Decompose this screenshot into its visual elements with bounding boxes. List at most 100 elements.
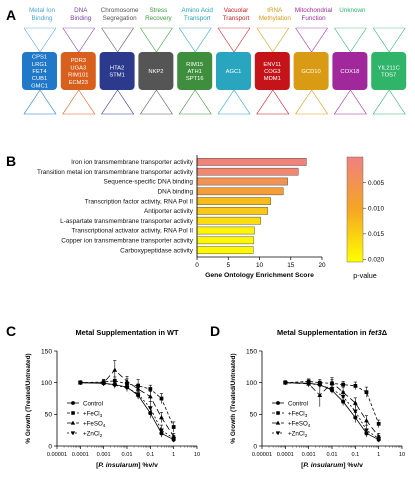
- gene-label: ECM23: [69, 80, 88, 86]
- chart-title: Metal Supplementation in WT: [75, 328, 179, 337]
- data-point: [159, 396, 164, 401]
- category-title: Metal Ion: [29, 7, 55, 14]
- legend-label: +FeCl3: [288, 410, 308, 418]
- gene-label: NKP2: [148, 69, 163, 75]
- data-point: [364, 390, 369, 395]
- gene-box: [371, 52, 407, 90]
- x-tick-label: 0.0001: [277, 452, 294, 458]
- category-label: Copper ion transmembrane transporter act…: [61, 238, 194, 245]
- legend-label-subscript: 3: [305, 413, 308, 418]
- data-point: [135, 386, 141, 391]
- data-point: [364, 418, 369, 423]
- connector-line-bottom: [101, 89, 135, 115]
- data-point: [306, 381, 312, 386]
- x-tick-label: 20: [318, 262, 326, 269]
- y-tick-label: 0: [48, 443, 52, 450]
- category-label: Transition metal ion transmembrane trans…: [37, 169, 194, 176]
- legend-label: Control: [83, 400, 103, 407]
- legend-label-part: +ZnCl: [288, 430, 305, 437]
- colorbar-tick-label: 0.015: [368, 231, 384, 238]
- colorbar-label: p-value: [353, 271, 377, 280]
- data-point: [276, 401, 280, 405]
- connector-line-top: [295, 27, 328, 53]
- data-point: [147, 394, 153, 399]
- y-tick-label: 50: [45, 412, 53, 419]
- chart-title: Metal Supplementation in fet3Δ: [277, 328, 388, 337]
- gene-box: [332, 52, 368, 90]
- data-point: [101, 381, 107, 386]
- x-tick-label: 5: [226, 262, 230, 269]
- series-zncl2: [282, 380, 382, 442]
- data-point: [352, 400, 358, 405]
- connector-line-bottom: [256, 89, 290, 115]
- data-point: [124, 386, 130, 391]
- connector-line-top: [178, 27, 212, 53]
- series-line: [80, 369, 175, 437]
- gene-label: RIM101: [68, 73, 88, 79]
- category-label: Iron ion transmembrane transporter activ…: [71, 159, 194, 166]
- title-part: fet3: [369, 328, 383, 337]
- colorbar: [346, 156, 364, 263]
- category-label: DNA binding: [157, 189, 193, 196]
- title-part: Metal Supplementation in: [277, 328, 369, 337]
- category-title: Transport: [223, 15, 250, 22]
- x-tick-label: 0.0001: [72, 452, 89, 458]
- data-point: [124, 378, 130, 384]
- x-tick-label: 10: [256, 262, 264, 269]
- y-tick-label: 150: [41, 348, 52, 355]
- data-point: [71, 411, 75, 415]
- legend-label-subscript: 4: [103, 423, 106, 428]
- x-axis-label-part: P. insularum: [98, 462, 138, 469]
- legend-label: +ZnCl2: [83, 430, 103, 438]
- gene-label: COX18: [340, 69, 359, 75]
- panel-c-label: C: [6, 323, 16, 339]
- x-tick-label: 0.001: [97, 452, 111, 458]
- legend-label-subscript: 4: [308, 423, 311, 428]
- gene-label: CPS1: [32, 55, 47, 61]
- data-point: [112, 378, 117, 383]
- gene-label: FET4: [32, 69, 47, 75]
- bar: [196, 167, 299, 176]
- connector-line-top: [23, 27, 57, 53]
- panel-d-label: D: [210, 323, 220, 339]
- legend-label-part: +FeCl: [83, 410, 100, 417]
- gene-label: ENV11: [263, 62, 281, 68]
- x-axis-label-part: P. insularum: [303, 462, 343, 469]
- x-axis-label-part: ] %v/v: [343, 462, 363, 469]
- category-title: Methylation: [259, 15, 292, 22]
- data-point: [341, 382, 346, 387]
- connector-line-bottom: [23, 89, 57, 115]
- gene-label: YIL211C: [378, 65, 400, 71]
- legend-label-subscript: 2: [305, 433, 308, 438]
- x-axis-label-part: [: [96, 462, 99, 469]
- x-tick-label: 0.1: [351, 452, 359, 458]
- x-tick-label: 0.01: [122, 452, 133, 458]
- gene-label: GCD10: [301, 69, 320, 75]
- connector-line-bottom: [333, 89, 367, 115]
- category-title: Chromosome: [101, 7, 139, 14]
- x-tick-label: 0.1: [146, 452, 154, 458]
- legend-label: +FeCl3: [83, 410, 103, 418]
- gene-box: [216, 52, 251, 90]
- connector-line-top: [101, 27, 134, 53]
- bar: [196, 177, 288, 186]
- legend-label-part: +FeSO: [83, 420, 103, 427]
- x-tick-label: 15: [287, 262, 295, 269]
- connector-line-top: [334, 27, 367, 53]
- bar: [196, 207, 268, 215]
- gene-label: STM1: [109, 73, 124, 79]
- gene-label: MDM1: [264, 76, 281, 82]
- bar: [196, 246, 254, 254]
- category-title: Amino Acid: [181, 7, 213, 14]
- x-tick-label: 1: [172, 452, 175, 458]
- y-tick-label: 150: [246, 348, 257, 355]
- legend-label: +FeSO4: [83, 420, 106, 428]
- connector-line-top: [62, 27, 96, 53]
- category-title: Function: [302, 15, 327, 22]
- legend-label-part: +FeSO: [288, 420, 308, 427]
- data-point: [71, 401, 75, 405]
- colorbar-tick-label: 0.020: [368, 257, 384, 264]
- bar: [196, 236, 255, 245]
- category-label: Carboxypeptidase activity: [120, 247, 194, 254]
